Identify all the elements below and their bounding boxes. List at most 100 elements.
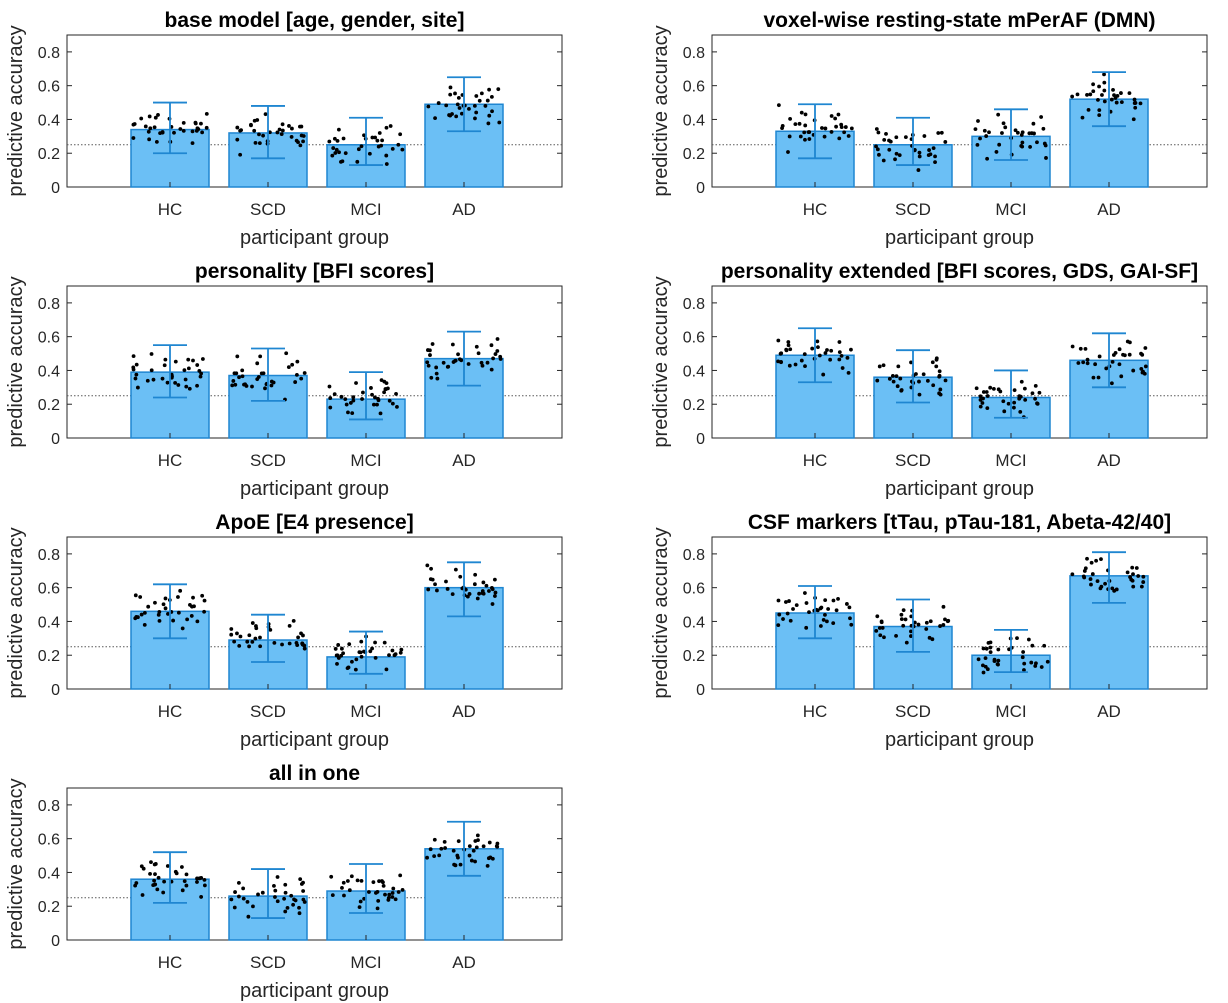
axes-box bbox=[66, 787, 563, 941]
data-point bbox=[887, 376, 892, 381]
data-point bbox=[1110, 359, 1115, 364]
data-point bbox=[983, 664, 988, 669]
data-point bbox=[202, 609, 207, 614]
data-point bbox=[896, 364, 901, 369]
data-point bbox=[272, 883, 276, 888]
data-point bbox=[996, 387, 1001, 392]
data-point bbox=[131, 136, 136, 140]
axes-box bbox=[711, 34, 1208, 188]
data-point bbox=[237, 375, 241, 380]
data-point bbox=[293, 898, 298, 903]
data-point bbox=[301, 889, 306, 893]
data-point bbox=[253, 636, 258, 641]
data-point bbox=[1104, 366, 1109, 371]
data-point bbox=[823, 351, 828, 355]
data-point bbox=[350, 659, 354, 664]
data-point bbox=[340, 885, 344, 890]
data-point bbox=[371, 402, 376, 407]
data-point bbox=[341, 136, 346, 141]
data-point bbox=[1134, 566, 1139, 570]
data-point bbox=[803, 137, 807, 142]
data-point bbox=[191, 595, 195, 600]
axes-box bbox=[711, 285, 1208, 439]
data-point bbox=[426, 104, 431, 109]
data-point bbox=[976, 657, 981, 662]
data-point bbox=[880, 626, 885, 630]
data-point bbox=[396, 142, 401, 147]
data-point bbox=[259, 371, 264, 376]
data-point bbox=[330, 153, 335, 158]
data-point bbox=[453, 91, 457, 96]
data-point bbox=[302, 646, 307, 651]
y-tick-label: 0.8 bbox=[38, 798, 60, 815]
data-point bbox=[894, 633, 898, 638]
chart-title: base model [age, gender, site] bbox=[165, 9, 465, 32]
y-tick-label: 0 bbox=[696, 431, 705, 448]
data-point bbox=[1097, 113, 1102, 118]
data-point bbox=[351, 398, 356, 403]
data-point bbox=[921, 372, 926, 377]
data-point bbox=[1017, 394, 1022, 399]
data-point bbox=[974, 386, 979, 391]
data-point bbox=[829, 114, 834, 118]
data-point bbox=[787, 134, 792, 139]
data-point bbox=[903, 617, 908, 622]
data-point bbox=[280, 122, 285, 127]
data-point bbox=[875, 147, 880, 152]
data-point bbox=[803, 112, 808, 117]
data-point bbox=[1018, 409, 1023, 414]
data-point bbox=[882, 635, 886, 640]
data-point bbox=[898, 376, 903, 381]
data-point bbox=[330, 893, 335, 898]
data-point bbox=[199, 371, 204, 376]
data-point bbox=[984, 390, 989, 394]
data-point bbox=[199, 895, 204, 899]
data-point bbox=[495, 337, 500, 341]
chart-panel-5: ApoE [E4 presence] 0 0.2 0.4 0.6 0.8 HC SCD MCI A… bbox=[5, 511, 563, 751]
data-point bbox=[176, 383, 181, 387]
data-point bbox=[182, 368, 187, 373]
data-point bbox=[341, 880, 346, 885]
data-point bbox=[371, 880, 376, 885]
data-point bbox=[938, 392, 943, 397]
data-point bbox=[250, 639, 255, 644]
data-point bbox=[362, 896, 367, 901]
chart-title: all in one bbox=[269, 762, 360, 785]
data-point bbox=[877, 626, 882, 630]
data-point bbox=[235, 354, 240, 359]
data-point bbox=[927, 148, 931, 152]
data-point bbox=[377, 879, 381, 884]
data-point bbox=[473, 572, 478, 577]
data-point bbox=[798, 134, 803, 139]
data-point bbox=[1019, 144, 1024, 148]
data-point bbox=[199, 875, 204, 880]
data-point bbox=[199, 121, 203, 126]
category-label-scd: SCD bbox=[895, 451, 931, 470]
category-label-ad: AD bbox=[1097, 200, 1121, 219]
data-point bbox=[981, 646, 986, 651]
data-point bbox=[1002, 409, 1007, 414]
data-point bbox=[836, 596, 840, 601]
data-point bbox=[1070, 94, 1075, 99]
data-point bbox=[384, 162, 389, 166]
data-point bbox=[1096, 97, 1100, 102]
y-tick-label: 0.4 bbox=[38, 112, 60, 129]
data-point bbox=[149, 368, 154, 373]
category-label-hc: HC bbox=[803, 200, 828, 219]
data-point bbox=[245, 639, 250, 644]
y-tick-label: 0.8 bbox=[38, 296, 60, 313]
data-point bbox=[776, 103, 781, 108]
data-point bbox=[390, 146, 395, 151]
data-point bbox=[425, 855, 429, 860]
data-point bbox=[825, 619, 829, 624]
data-point bbox=[295, 359, 300, 364]
data-point bbox=[152, 125, 157, 130]
data-point bbox=[991, 386, 996, 391]
data-point bbox=[454, 114, 459, 119]
data-point bbox=[204, 111, 209, 116]
data-point bbox=[788, 116, 793, 121]
data-point bbox=[161, 602, 166, 607]
data-point bbox=[807, 137, 812, 141]
data-point bbox=[816, 345, 820, 350]
data-point bbox=[426, 587, 431, 592]
